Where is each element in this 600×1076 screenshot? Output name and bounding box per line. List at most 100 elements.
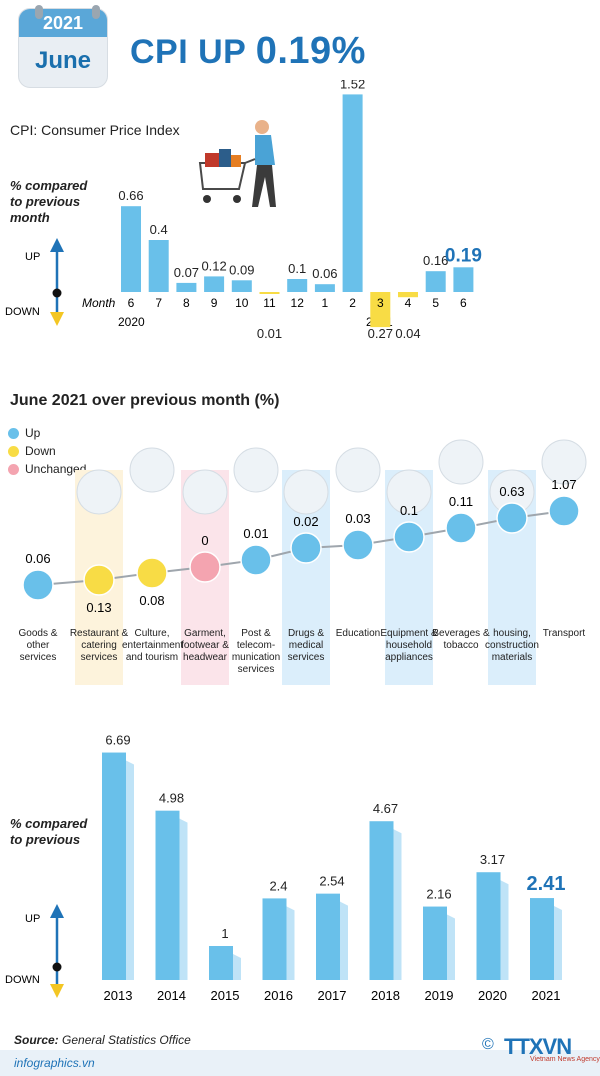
month-tick-label: 12 — [291, 296, 305, 310]
category-icon — [541, 439, 587, 485]
up-label: UP — [25, 913, 40, 925]
bar-value-label: 0.4 — [150, 222, 168, 237]
section3-ylabel: % compared to previous — [10, 816, 87, 848]
year-value-label: 4.98 — [159, 791, 184, 806]
point-value-label: 0.08 — [139, 593, 164, 608]
year-bar — [102, 752, 126, 980]
point-value-label: 0.02 — [293, 514, 318, 529]
month-tick-label: 7 — [155, 296, 162, 310]
legend-down: Down — [8, 442, 86, 460]
source: Source: General Statistics Office — [14, 1033, 191, 1047]
page-title: CPI UP 0.19% — [130, 30, 366, 73]
month-tick-label: 6 — [460, 296, 467, 310]
legend-up-label: Up — [25, 426, 41, 440]
year-value-label: 2.54 — [319, 874, 344, 889]
month-tick-label: 4 — [405, 296, 412, 310]
bar-value-label: 0.09 — [229, 262, 254, 277]
down-label: DOWN — [5, 974, 40, 986]
year-value-label: 1 — [221, 926, 228, 941]
category-icon — [76, 469, 122, 515]
category-point — [496, 502, 528, 534]
category-point — [83, 564, 115, 596]
category-label: housing, construction materials — [485, 628, 539, 663]
agency-sub: Vietnam News Agency — [530, 1056, 600, 1063]
point-value-label: 0.11 — [449, 494, 473, 509]
year-tick-label: 2019 — [425, 988, 454, 1003]
legend-unchanged-label: Unchanged — [25, 462, 87, 476]
month-tick-label: 5 — [432, 296, 439, 310]
year-bar — [155, 810, 180, 980]
month-tick-label: 1 — [322, 296, 329, 310]
year-bar — [262, 898, 287, 980]
category-cpi-chart: 0.06 0.13 0.08 0 0.01 0.02 0.03 0.1 0.11 0.63 1.07 — [22, 439, 587, 685]
month-bar — [453, 267, 474, 292]
year-bar — [209, 946, 233, 980]
calendar-month: June — [34, 47, 91, 74]
legend-up: Up — [8, 424, 86, 442]
title-prefix: CPI UP — [130, 33, 256, 71]
point-value-label: 0 — [201, 533, 208, 548]
category-label: Post & telecom-munication services — [231, 628, 281, 675]
footer-bar — [0, 1050, 600, 1076]
site-link[interactable]: infographics.vn — [14, 1056, 95, 1070]
bar-value-label: 0.01 — [257, 326, 282, 341]
month-bar — [398, 292, 418, 298]
category-label: Culture, entertainment and tourism — [122, 628, 184, 663]
bar-value-label: 0.12 — [201, 258, 226, 273]
month-bar — [176, 282, 197, 292]
calendar-ring-icon — [35, 5, 43, 19]
category-label: Garment, footwear & headwear — [181, 628, 229, 663]
month-tick-label: 9 — [211, 296, 218, 310]
legend-down-label: Down — [25, 444, 56, 458]
year-tick-label: 2018 — [371, 988, 400, 1003]
bar-value-label: 0.16 — [423, 253, 448, 268]
month-bar — [148, 240, 169, 292]
month-bar — [314, 284, 335, 292]
copyright: © — [482, 1036, 494, 1053]
agency-logo: TTXVN — [504, 1034, 572, 1059]
bar-value-label: 0.27 — [368, 326, 393, 341]
bar-value-label: 0.04 — [395, 326, 420, 341]
year-bar — [423, 906, 447, 980]
category-point — [342, 529, 374, 561]
year-tick-label: 2015 — [211, 988, 240, 1003]
month-label: Month — [82, 296, 116, 310]
bar-value-label: 0.06 — [312, 266, 337, 281]
month-bar — [370, 292, 391, 328]
year-bar — [369, 821, 394, 980]
category-point — [393, 521, 425, 553]
category-point — [290, 532, 322, 564]
month-tick-label: 6 — [128, 296, 135, 310]
category-label: Drugs & medical services — [287, 628, 325, 663]
point-value-label: 1.07 — [551, 477, 576, 492]
up-label: UP — [25, 251, 40, 263]
category-icon — [129, 447, 175, 493]
ylabel-line: to previous — [10, 832, 81, 847]
section2-title: June 2021 over previous month (%) — [10, 392, 280, 409]
yearly-cpi-chart: UP DOWN 6.69 2013 4.98 2014 1 2015 2.4 2016 2.54… — [5, 733, 566, 1003]
ylabel-line: to previous — [10, 194, 81, 209]
category-icon — [233, 447, 279, 493]
up-down-arrow — [50, 904, 64, 998]
ylabel-line: % compared — [10, 178, 88, 193]
section1-ylabel: % compared to previous month — [10, 178, 87, 226]
bar-value-label: 1.52 — [340, 80, 365, 91]
year-tick-label: 2020 — [478, 988, 507, 1003]
year-value-label: 6.69 — [105, 733, 130, 748]
year-tick-label: 2016 — [264, 988, 293, 1003]
category-point — [136, 557, 168, 589]
category-point — [445, 512, 477, 544]
month-bar — [121, 206, 141, 292]
monthly-cpi-chart: UP DOWN Month 2020 2021 0.6660.470.0780.… — [5, 80, 482, 341]
up-down-arrow — [50, 238, 64, 326]
category-icon — [283, 469, 329, 515]
category-point — [240, 544, 272, 576]
month-bar — [342, 94, 363, 293]
year-value-label: 2.41 — [527, 873, 566, 895]
point-value-label: 0.63 — [499, 484, 524, 499]
month-bar — [204, 276, 225, 292]
year-value-label: 2.4 — [269, 878, 287, 893]
year-value-label: 3.17 — [480, 852, 505, 867]
category-label: Education — [335, 628, 381, 639]
category-point — [548, 495, 580, 527]
